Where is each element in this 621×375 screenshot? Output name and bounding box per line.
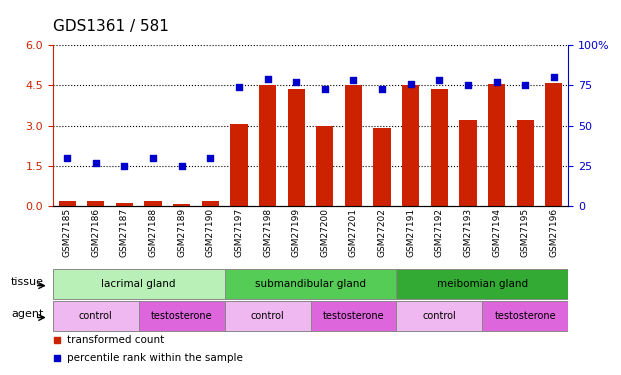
Bar bbox=[225, 269, 396, 299]
Bar bbox=[288, 89, 305, 206]
Bar bbox=[53, 301, 138, 331]
Bar bbox=[396, 301, 483, 331]
Bar bbox=[460, 120, 476, 206]
Text: lacrimal gland: lacrimal gland bbox=[101, 279, 176, 289]
Point bbox=[549, 74, 559, 80]
Bar bbox=[345, 86, 362, 206]
Text: meibomian gland: meibomian gland bbox=[437, 279, 528, 289]
Bar bbox=[488, 84, 505, 206]
Point bbox=[435, 78, 445, 84]
Bar bbox=[373, 128, 391, 206]
Text: agent: agent bbox=[11, 309, 43, 320]
Point bbox=[406, 81, 415, 87]
Bar bbox=[483, 301, 568, 331]
Point bbox=[377, 86, 387, 92]
Point bbox=[520, 82, 530, 88]
Bar bbox=[545, 82, 563, 206]
Text: control: control bbox=[251, 311, 284, 321]
Point bbox=[148, 155, 158, 161]
Point bbox=[62, 155, 72, 161]
Bar bbox=[517, 120, 534, 206]
Bar bbox=[402, 86, 419, 206]
Point bbox=[177, 163, 187, 169]
Bar bbox=[58, 201, 76, 206]
Text: testosterone: testosterone bbox=[323, 311, 384, 321]
Point bbox=[91, 160, 101, 166]
Text: transformed count: transformed count bbox=[67, 335, 164, 345]
Text: GDS1361 / 581: GDS1361 / 581 bbox=[53, 19, 169, 34]
Bar bbox=[138, 301, 225, 331]
Text: tissue: tissue bbox=[11, 278, 44, 288]
Point bbox=[119, 163, 129, 169]
Bar bbox=[87, 201, 104, 206]
Bar bbox=[259, 86, 276, 206]
Bar bbox=[316, 126, 333, 206]
Text: testosterone: testosterone bbox=[151, 311, 212, 321]
Text: control: control bbox=[422, 311, 456, 321]
Bar bbox=[53, 269, 225, 299]
Bar bbox=[310, 301, 396, 331]
Point bbox=[234, 84, 244, 90]
Text: testosterone: testosterone bbox=[494, 311, 556, 321]
Bar bbox=[225, 301, 310, 331]
Point bbox=[348, 78, 358, 84]
Bar bbox=[116, 203, 133, 206]
Bar bbox=[396, 269, 568, 299]
Point bbox=[263, 76, 273, 82]
Bar bbox=[202, 201, 219, 206]
Point bbox=[291, 79, 301, 85]
Text: control: control bbox=[79, 311, 112, 321]
Bar bbox=[431, 89, 448, 206]
Bar bbox=[173, 204, 190, 206]
Point bbox=[492, 79, 502, 85]
Bar bbox=[145, 201, 161, 206]
Point bbox=[463, 82, 473, 88]
Text: submandibular gland: submandibular gland bbox=[255, 279, 366, 289]
Point bbox=[320, 86, 330, 92]
Point bbox=[206, 155, 215, 161]
Bar bbox=[230, 124, 248, 206]
Text: percentile rank within the sample: percentile rank within the sample bbox=[67, 352, 243, 363]
